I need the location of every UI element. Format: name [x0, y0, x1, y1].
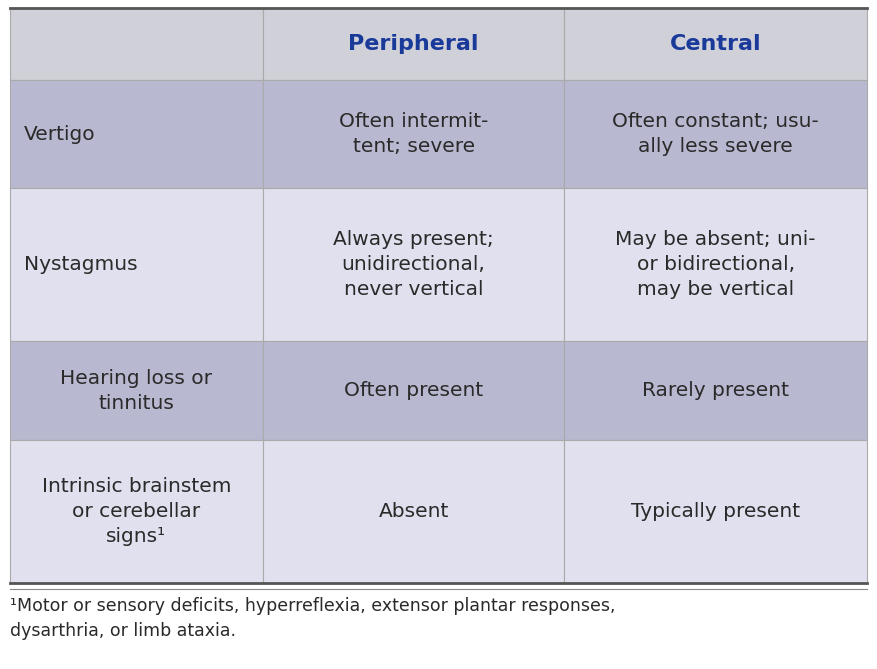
Bar — [565, 341, 867, 440]
Text: Rarely present: Rarely present — [642, 381, 789, 400]
Text: Absent: Absent — [379, 502, 449, 521]
Bar — [565, 189, 867, 341]
Text: Peripheral: Peripheral — [348, 34, 479, 54]
Text: May be absent; uni-
or bidirectional,
may be vertical: May be absent; uni- or bidirectional, ma… — [616, 230, 816, 300]
Text: Often constant; usu-
ally less severe: Often constant; usu- ally less severe — [612, 112, 819, 157]
Bar — [10, 8, 263, 80]
Bar — [565, 440, 867, 583]
Text: Hearing loss or
tinnitus: Hearing loss or tinnitus — [61, 369, 212, 413]
Text: Often intermit-
tent; severe: Often intermit- tent; severe — [339, 112, 488, 157]
Bar — [263, 189, 565, 341]
Bar — [263, 80, 565, 189]
Bar — [263, 440, 565, 583]
Text: Central: Central — [670, 34, 761, 54]
Text: Vertigo: Vertigo — [24, 124, 96, 144]
Bar — [565, 8, 867, 80]
Bar — [10, 189, 263, 341]
Bar — [565, 80, 867, 189]
Bar — [10, 341, 263, 440]
Text: Intrinsic brainstem
or cerebellar
signs¹: Intrinsic brainstem or cerebellar signs¹ — [42, 477, 232, 546]
Text: ¹Motor or sensory deficits, hyperreflexia, extensor plantar responses,
dysarthri: ¹Motor or sensory deficits, hyperreflexi… — [10, 597, 616, 640]
Bar — [263, 8, 565, 80]
Text: Often present: Often present — [344, 381, 483, 400]
Text: Typically present: Typically present — [631, 502, 801, 521]
Bar — [10, 80, 263, 189]
Bar — [10, 440, 263, 583]
Text: Always present;
unidirectional,
never vertical: Always present; unidirectional, never ve… — [333, 230, 494, 300]
Bar — [263, 341, 565, 440]
Text: Nystagmus: Nystagmus — [24, 256, 138, 274]
